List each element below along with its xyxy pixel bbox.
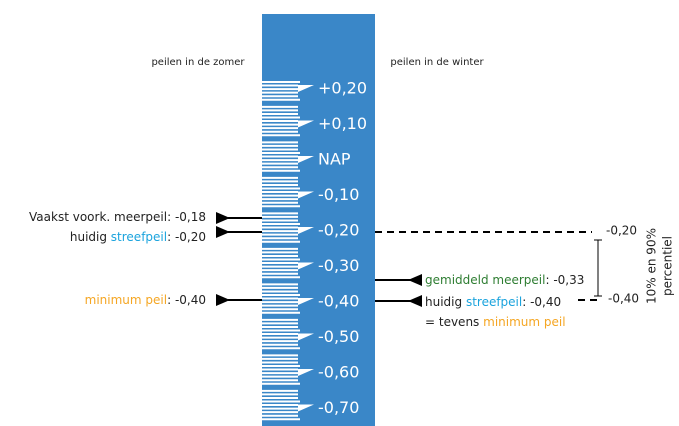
tick-pointer [298,404,314,412]
gauge-labels: +0,20 +0,10 NAP -0,10 -0,20 -0,30 -0,40 -0,50 -0… [318,79,367,418]
gauge-label: -0,20 [318,221,359,240]
text: huidig [425,295,466,309]
summer-arrows [228,217,262,301]
text: : -0,20 [167,230,206,244]
gauge-label: -0,30 [318,256,359,275]
percentile-dashes [375,231,600,301]
gauge-label: +0,20 [318,79,367,98]
tick-pointer [298,298,314,305]
text: gemiddeld meerpeil [425,273,545,287]
winter-label: huidig streefpeil: -0,40 [425,295,561,309]
winter-arrowheads [408,274,422,307]
text: Vaakst voork. meerpeil: -0,18 [29,210,206,224]
gauge-label: -0,70 [318,398,359,417]
summer-label: huidig streefpeil: -0,20 [70,230,206,244]
gauge-ticks [262,81,314,421]
gauge-label: +0,10 [318,114,367,133]
percentile-lower: -0,40 [608,292,639,306]
text: : -0,33 [545,273,584,287]
text: streefpeil [111,230,167,244]
winter-heading: peilen in de winter [390,57,484,68]
percentile-bracket [594,239,602,297]
text: = tevens [425,315,483,329]
tick-pointer [298,85,314,92]
winter-label: gemiddeld meerpeil: -0,33 [425,273,584,287]
text: : -0,40 [167,293,206,307]
summer-label: Vaakst voork. meerpeil: -0,18 [29,210,206,224]
percentile-upper: -0,20 [606,224,637,238]
percentile-label: 10% en 90% [645,228,659,304]
tick-pointer [298,369,314,376]
text: streefpeil [466,295,522,309]
gauge-label: -0,10 [318,185,359,204]
gauge-label: -0,50 [318,327,359,346]
winter-arrows [375,279,412,302]
text: huidig [70,230,111,244]
summer-label: minimum peil: -0,40 [85,293,206,307]
winter-label: = tevens minimum peil [425,315,566,329]
text: minimum peil [483,315,565,329]
percentile-label: percentiel [661,236,675,296]
text: minimum peil [85,293,167,307]
tick-pointer [298,120,314,128]
tick-pointer [298,333,314,341]
summer-arrowheads [216,212,230,306]
tick-pointer [298,191,314,199]
tick-pointer [298,156,314,163]
tick-pointer [298,227,314,234]
gauge-label: NAP [318,150,351,169]
tick-pointer [298,262,314,270]
summer-heading: peilen in de zomer [151,57,245,68]
gauge-label: -0,60 [318,363,359,382]
gauge-label: -0,40 [318,292,359,311]
text: : -0,40 [522,295,561,309]
